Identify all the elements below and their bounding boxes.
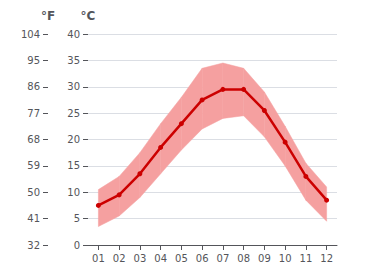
svg-text:11: 11 — [300, 253, 313, 264]
svg-text:68: 68 — [27, 134, 40, 145]
svg-text:5: 5 — [74, 213, 80, 224]
svg-text:50: 50 — [27, 187, 40, 198]
svg-text:41: 41 — [27, 213, 40, 224]
svg-text:12: 12 — [320, 253, 333, 264]
svg-text:59: 59 — [27, 160, 40, 171]
svg-text:°F: °F — [41, 9, 55, 23]
svg-text:°C: °C — [81, 9, 96, 23]
svg-text:32: 32 — [27, 240, 40, 251]
svg-text:10: 10 — [67, 187, 80, 198]
svg-text:06: 06 — [196, 253, 209, 264]
svg-text:08: 08 — [237, 253, 250, 264]
svg-text:25: 25 — [67, 108, 80, 119]
svg-text:04: 04 — [154, 253, 167, 264]
svg-text:86: 86 — [27, 81, 40, 92]
svg-text:0: 0 — [74, 240, 80, 251]
svg-text:95: 95 — [27, 55, 40, 66]
svg-text:07: 07 — [217, 253, 230, 264]
svg-text:09: 09 — [258, 253, 271, 264]
svg-text:30: 30 — [67, 81, 80, 92]
svg-text:03: 03 — [134, 253, 147, 264]
svg-text:35: 35 — [67, 55, 80, 66]
svg-text:02: 02 — [113, 253, 126, 264]
svg-text:15: 15 — [67, 160, 80, 171]
svg-text:10: 10 — [279, 253, 292, 264]
svg-text:20: 20 — [67, 134, 80, 145]
svg-text:01: 01 — [92, 253, 105, 264]
svg-text:104: 104 — [21, 29, 40, 40]
svg-text:05: 05 — [175, 253, 188, 264]
svg-text:40: 40 — [67, 29, 80, 40]
svg-text:77: 77 — [27, 108, 40, 119]
